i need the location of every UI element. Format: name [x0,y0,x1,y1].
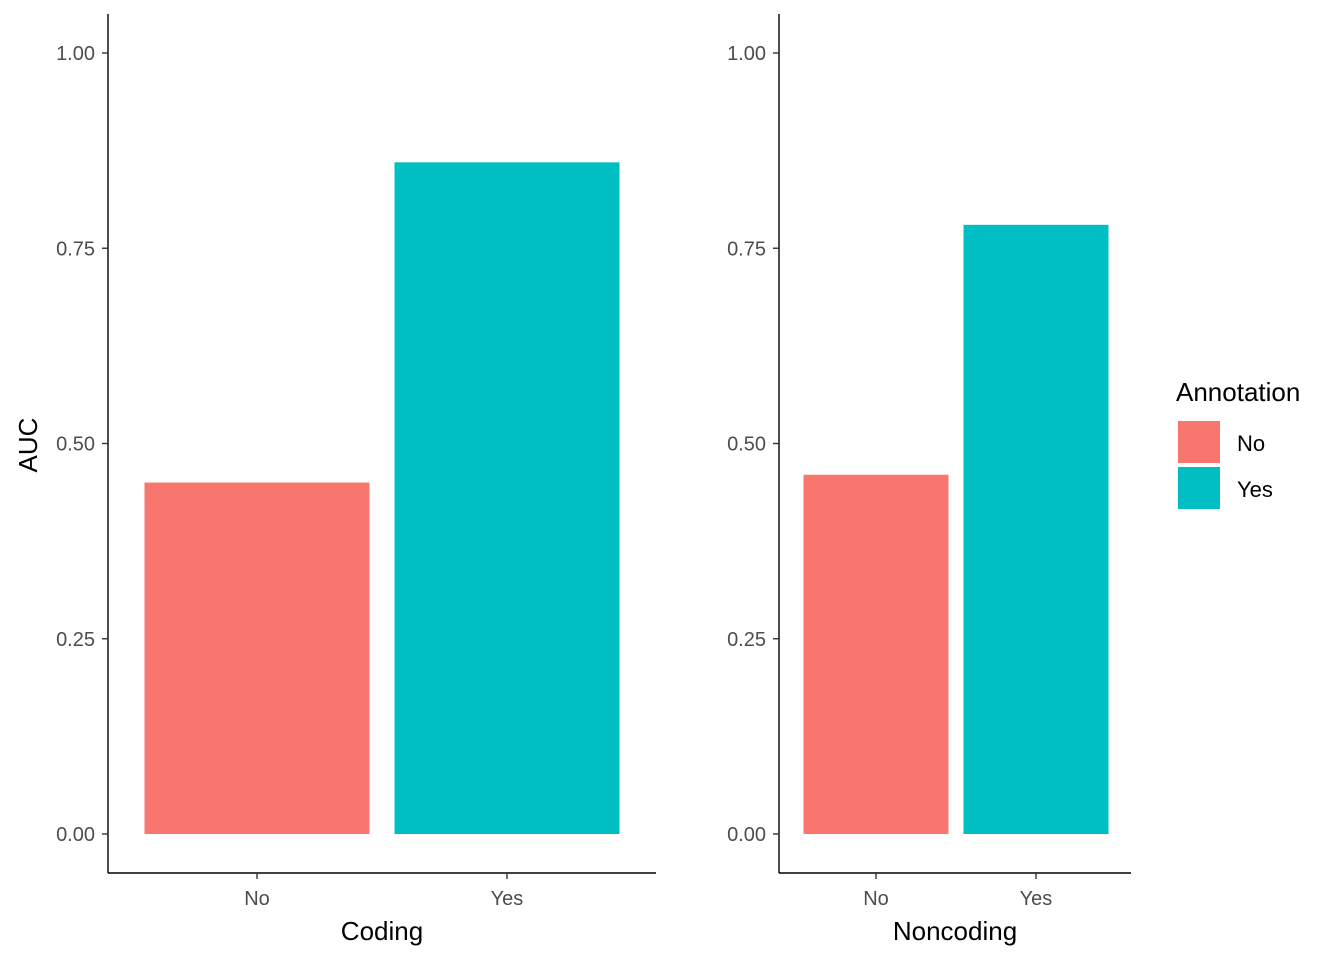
y-tick-label: 0.00 [56,824,95,846]
legend: Annotation No Yes [1176,377,1300,509]
y-tick-label: 1.00 [727,43,766,65]
y-tick-label: 0.75 [727,238,766,260]
y-tick-label: 0.75 [56,238,95,260]
x-tick-label: Yes [491,888,524,910]
y-tick-label: 0.50 [56,434,95,456]
y-tick-label: 1.00 [56,43,95,65]
y-tick-label: 0.25 [727,629,766,651]
x-tick-label: No [244,888,270,910]
legend-swatch-no [1178,421,1220,463]
y-tick-label: 0.50 [727,434,766,456]
legend-title: Annotation [1176,377,1300,407]
y-tick-label: 0.00 [727,824,766,846]
legend-label-no: No [1237,431,1265,456]
bar-yes [394,162,620,835]
bar-yes [963,224,1109,834]
legend-label-yes: Yes [1237,477,1273,502]
x-tick-label: No [863,888,889,910]
x-tick-label: Yes [1020,888,1053,910]
y-tick-label: 0.25 [56,629,95,651]
bar-no [144,482,370,834]
coding-panel: 0.00 0.25 0.50 0.75 1.00 No Yes Coding [56,14,656,946]
y-axis-title: AUC [13,418,43,473]
bar-no [803,474,949,834]
x-axis-title: Coding [341,916,423,946]
legend-swatch-yes [1178,467,1220,509]
x-axis-title: Noncoding [893,916,1017,946]
